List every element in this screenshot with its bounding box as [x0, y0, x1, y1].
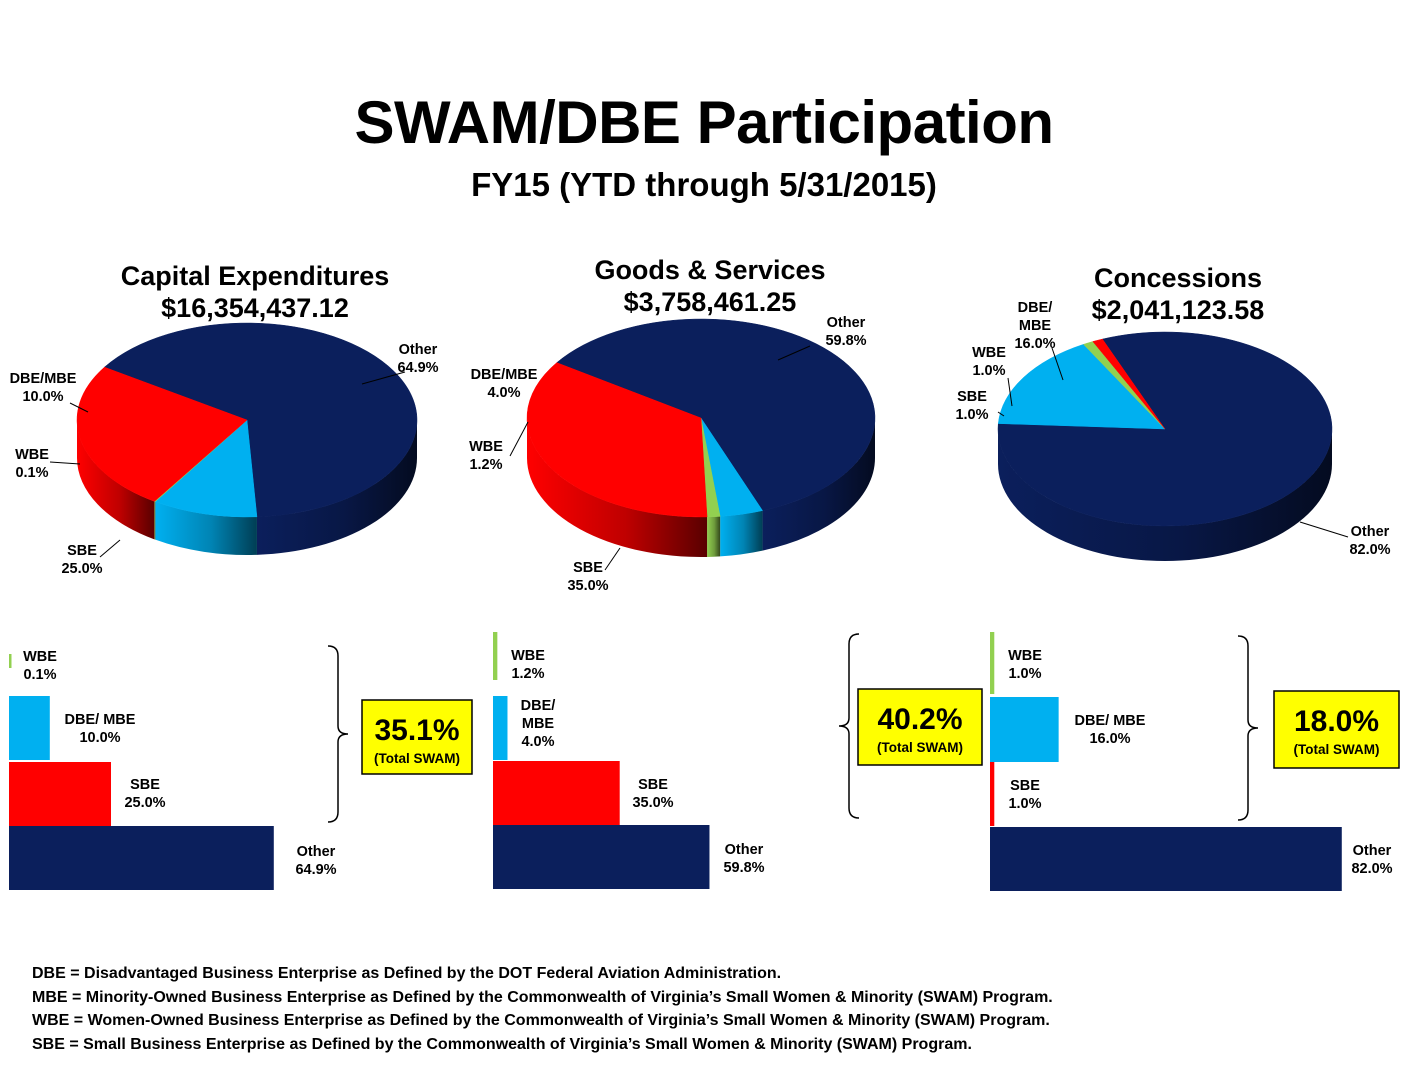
pie-title-goods: Goods & Services $3,758,461.25: [540, 254, 880, 318]
pie-label-sbe: SBE 35.0%: [567, 560, 608, 594]
bar-label-sbe: SBE 1.0%: [1008, 778, 1041, 812]
bar-wbe: [990, 632, 995, 694]
pie-side-wbe: [154, 501, 156, 540]
bar-label-other: Other 64.9%: [295, 844, 336, 878]
pie-leader-line: [604, 547, 621, 571]
pie-leader-line: [99, 539, 121, 558]
bar-chart-0: WBE 0.1%DBE/ MBE 10.0% SBE 25.0% Other 64.9% 35…: [9, 645, 473, 890]
bar-label-sbe: SBE 35.0%: [632, 777, 673, 811]
swam-brace: [838, 633, 860, 819]
bar-chart-2: WBE 1.0% DBE/ MBE 16.0% SBE 1.0% Other 82.0% 18.…: [990, 632, 1400, 891]
swam-brace: [327, 645, 349, 823]
pie-chart-2: Other 82.0% DBE/MBE 16.0%WBE 1.0% SBE 1.0%: [955, 300, 1391, 561]
pie-leader-line: [1299, 521, 1349, 538]
pie-slice-other: [103, 322, 418, 518]
swam-total-value: 35.1%: [374, 714, 459, 747]
pie-title-goods-amount: $3,758,461.25: [623, 287, 797, 317]
swam-total-box: [361, 699, 473, 775]
pie-side-other: [256, 420, 417, 555]
pie-label-other: Other 64.9%: [397, 342, 438, 376]
pie-side-wbe: [707, 516, 721, 557]
pie-side-dbembe: [720, 510, 763, 557]
pie-label-dbembe: DBE/MBE 10.0%: [10, 371, 77, 405]
bar-label-wbe: WBE 0.1%: [23, 649, 57, 683]
pie-side-other: [762, 418, 875, 551]
footnote-mbe: MBE = Minority-Owned Business Enterprise…: [32, 988, 1053, 1006]
pie-slice-dbembe: [154, 419, 258, 518]
pie-label-sbe: SBE 25.0%: [61, 543, 102, 577]
pie-title-concessions-name: Concessions: [1093, 263, 1263, 293]
bar-sbe: [493, 761, 620, 825]
bar-label-other: Other 59.8%: [723, 842, 764, 876]
page-title: SWAM/DBE Participation: [354, 89, 1054, 156]
bar-chart-1: WBE 1.2% DBE/MBE 4.0% SBE 35.0% Other 59.8% 40.2…: [493, 632, 983, 889]
swam-brace: [1237, 635, 1259, 821]
bar-other: [493, 825, 710, 889]
bar-dbembe: [493, 696, 508, 760]
pie-slice-sbe: [1092, 338, 1166, 430]
pie-slice-other: [556, 318, 876, 511]
bar-other: [9, 826, 274, 890]
pie-leader-line: [997, 411, 1005, 417]
swam-total-note: (Total SWAM): [877, 740, 963, 755]
pie-title-goods-name: Goods & Services: [594, 255, 826, 285]
pie-side-sbe: [527, 418, 708, 557]
pie-leader-line: [777, 345, 811, 361]
pie-label-dbembe: DBE/MBE 16.0%: [1014, 300, 1055, 352]
pie-leader-line: [361, 371, 406, 385]
pie-label-dbembe: DBE/MBE 4.0%: [471, 367, 538, 401]
pie-side-sbe: [77, 420, 155, 540]
pie-slice-dbembe: [997, 344, 1166, 430]
pie-title-capital-amount: $16,354,437.12: [161, 293, 349, 323]
pie-title-concessions: Concessions $2,041,123.58: [1048, 262, 1308, 326]
pie-label-wbe: WBE 1.2%: [469, 439, 503, 473]
pie-label-wbe: WBE 0.1%: [15, 447, 49, 481]
pie-leader-line: [1007, 377, 1013, 407]
pie-label-other: Other 59.8%: [825, 315, 866, 349]
pie-side-other: [998, 429, 1332, 561]
bar-sbe: [990, 762, 995, 826]
bar-sbe: [9, 762, 111, 826]
page-subtitle: FY15 (YTD through 5/31/2015): [471, 166, 937, 203]
footnotes: DBE = Disadvantaged Business Enterprise …: [32, 962, 1053, 1056]
swam-total-value: 40.2%: [877, 703, 962, 736]
swam-total-box: [1273, 690, 1400, 769]
pie-chart-1: Other 59.8% DBE/MBE 4.0% WBE 1.2% SBE 35.0%: [469, 315, 876, 594]
pie-side-dbembe: [155, 501, 257, 555]
bar-label-dbembe: DBE/ MBE 10.0%: [65, 712, 136, 746]
bar-label-dbembe: DBE/ MBE 16.0%: [1075, 713, 1146, 747]
pie-leader-line: [509, 421, 529, 457]
pie-title-concessions-amount: $2,041,123.58: [1091, 295, 1265, 325]
pie-slice-sbe: [76, 366, 248, 502]
pie-leader-line: [1051, 347, 1064, 381]
bar-label-dbembe: DBE/MBE 4.0%: [521, 698, 556, 750]
bar-dbembe: [9, 696, 50, 760]
bar-other: [990, 827, 1342, 891]
pie-leader-line: [49, 461, 81, 465]
swam-total-note: (Total SWAM): [1294, 742, 1380, 757]
pie-leader-line: [69, 402, 89, 413]
bar-wbe: [493, 632, 498, 680]
bar-label-other: Other 82.0%: [1351, 843, 1392, 877]
pie-chart-0: Other 64.9% DBE/MBE 10.0% WBE 0.1% SBE 25.0%: [10, 322, 439, 577]
pie-label-sbe: SBE 1.0%: [955, 389, 988, 423]
swam-total-box: [857, 688, 983, 766]
bar-label-wbe: WBE 1.0%: [1008, 648, 1042, 682]
footnote-wbe: WBE = Women-Owned Business Enterprise as…: [32, 1012, 1050, 1029]
pie-slice-other: [997, 331, 1333, 527]
pie-label-other: Other 82.0%: [1349, 524, 1390, 558]
bar-wbe: [9, 654, 12, 668]
footnote-sbe: SBE = Small Business Enterprise as Defin…: [32, 1035, 972, 1053]
pie-slice-sbe: [526, 362, 708, 518]
bar-dbembe: [990, 697, 1059, 762]
pie-label-wbe: WBE 1.0%: [972, 345, 1006, 379]
bar-label-wbe: WBE 1.2%: [511, 648, 545, 682]
bar-label-sbe: SBE 25.0%: [124, 777, 165, 811]
footnote-dbe: DBE = Disadvantaged Business Enterprise …: [32, 965, 782, 982]
swam-total-value: 18.0%: [1294, 705, 1379, 738]
swam-total-note: (Total SWAM): [374, 751, 460, 766]
pie-title-capital: Capital Expenditures $16,354,437.12: [85, 260, 425, 324]
pie-title-capital-name: Capital Expenditures: [120, 261, 390, 291]
